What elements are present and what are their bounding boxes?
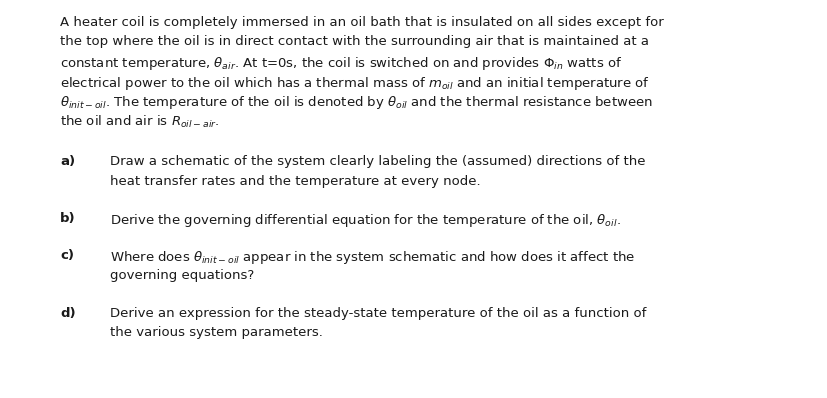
Text: d): d) [60, 306, 75, 320]
Text: the oil and air is $R_{oil-air}$.: the oil and air is $R_{oil-air}$. [60, 113, 219, 130]
Text: Draw a schematic of the system clearly labeling the (assumed) directions of the: Draw a schematic of the system clearly l… [110, 155, 645, 168]
Text: Derive an expression for the steady-state temperature of the oil as a function o: Derive an expression for the steady-stat… [110, 306, 646, 320]
Text: the various system parameters.: the various system parameters. [110, 326, 323, 339]
Text: heat transfer rates and the temperature at every node.: heat transfer rates and the temperature … [110, 174, 480, 187]
Text: constant temperature, $\theta_{air}$. At t=0s, the coil is switched on and provi: constant temperature, $\theta_{air}$. At… [60, 55, 622, 72]
Text: Where does $\theta_{init-oil}$ appear in the system schematic and how does it af: Where does $\theta_{init-oil}$ appear in… [110, 250, 634, 267]
Text: A heater coil is completely immersed in an oil bath that is insulated on all sid: A heater coil is completely immersed in … [60, 16, 663, 29]
Text: electrical power to the oil which has a thermal mass of $m_{oil}$ and an initial: electrical power to the oil which has a … [60, 74, 649, 92]
Text: governing equations?: governing equations? [110, 269, 254, 282]
Text: a): a) [60, 155, 75, 168]
Text: b): b) [60, 212, 75, 225]
Text: the top where the oil is in direct contact with the surrounding air that is main: the top where the oil is in direct conta… [60, 35, 648, 49]
Text: $\theta_{init-oil}$. The temperature of the oil is denoted by $\theta_{oil}$ and: $\theta_{init-oil}$. The temperature of … [60, 94, 652, 111]
Text: Derive the governing differential equation for the temperature of the oil, $\the: Derive the governing differential equati… [110, 212, 620, 229]
Text: c): c) [60, 250, 74, 263]
